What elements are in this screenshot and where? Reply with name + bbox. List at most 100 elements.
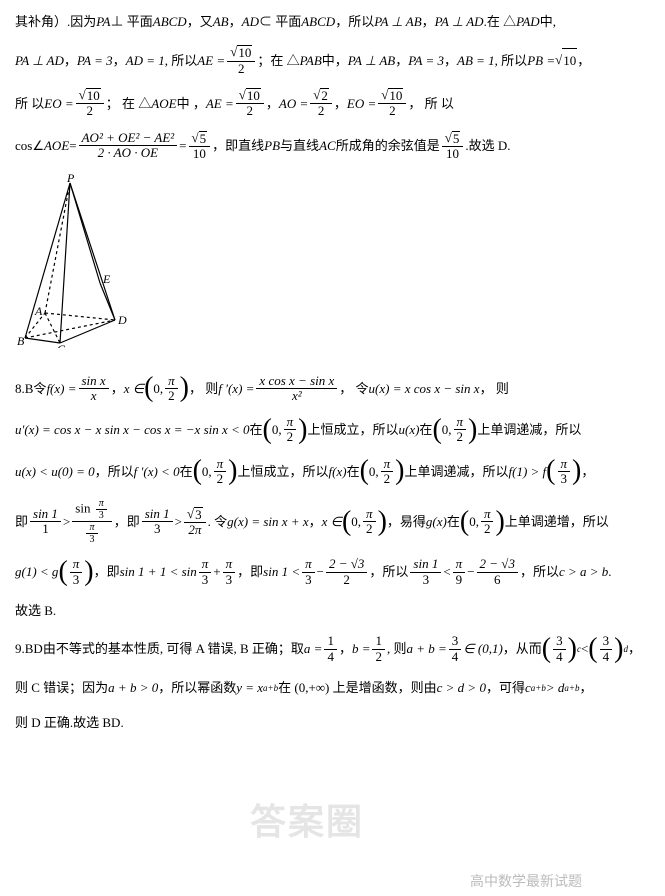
t: c > a > b: [559, 560, 608, 583]
t: 所 以: [15, 92, 44, 115]
t: > d: [546, 676, 565, 699]
t: ， 则: [189, 377, 218, 400]
paren: (: [360, 460, 369, 482]
t: ，所以: [369, 560, 408, 583]
frac: 22: [310, 88, 332, 119]
frac: 2 − √32: [326, 557, 367, 587]
frac: 102: [236, 88, 264, 119]
frac: AO² + OE² − AE²2 · AO · OE: [79, 131, 178, 161]
frac: 102: [76, 88, 104, 119]
t: EO =: [347, 92, 376, 115]
watermark-sub: 高中数学最新试题: [470, 870, 582, 895]
t: ， 则: [480, 377, 509, 400]
frac: 510: [442, 131, 464, 162]
frac: 10 2: [227, 45, 255, 76]
frac: 32π: [184, 507, 206, 538]
t: u(x) = x cos x − sin x: [369, 377, 480, 400]
t: 令: [33, 377, 46, 400]
t: g(x): [426, 510, 447, 533]
t: ，: [339, 637, 352, 660]
t: ，: [422, 10, 435, 33]
svg-text:C: C: [57, 342, 66, 348]
t: 故选 B.: [15, 599, 56, 622]
t: ，: [444, 49, 457, 72]
t: <: [581, 637, 588, 660]
paren: (: [263, 419, 272, 441]
t: f(1) > f: [509, 460, 547, 483]
t: PA ⊥ AD: [15, 49, 64, 72]
t: ，从而: [503, 637, 542, 660]
t: ⊥ 平面: [110, 10, 152, 33]
paren: ): [84, 561, 93, 583]
t: ，: [581, 460, 594, 483]
t: 上恒成立，所以: [307, 418, 398, 441]
t: .: [608, 560, 611, 583]
t: PA ⊥ AD: [435, 10, 484, 33]
svg-text:A: A: [34, 304, 43, 318]
t: 上单调递减，所以: [405, 460, 509, 483]
t: 上单调递减，所以: [477, 418, 581, 441]
frac: sin xx: [79, 374, 109, 404]
frac: 12: [372, 634, 385, 664]
t: ； 在 △: [106, 92, 152, 115]
t: ，所以: [335, 10, 374, 33]
t: −: [467, 560, 474, 583]
t: 所成角的余弦值是: [336, 134, 440, 157]
paren: (: [432, 419, 441, 441]
t: ，: [113, 49, 126, 72]
t: ， 所 以: [408, 92, 454, 115]
frac: 34: [449, 634, 462, 664]
t: >: [63, 510, 70, 533]
paren: ): [468, 419, 477, 441]
t: ，: [334, 92, 347, 115]
t: 在: [447, 510, 460, 533]
q8-line3: u(x) < u(0) = 0 ，所以 f ′(x) < 0 在 (0, π2 …: [15, 457, 650, 487]
frac: 510: [189, 131, 211, 162]
t: ，即: [114, 510, 140, 533]
t: g(x) = sin x + x: [227, 510, 308, 533]
sup: a+b: [263, 680, 278, 696]
t: ABCD: [153, 10, 187, 33]
paren: ): [495, 511, 504, 533]
q8-line4: 即 sin 11 > sin π3 π3 ，即 sin 13 > 32π . 令…: [15, 498, 650, 545]
t: b =: [352, 637, 371, 660]
t: ， 令: [339, 377, 368, 400]
t: 在: [419, 418, 432, 441]
paren: ): [378, 511, 387, 533]
t: 中,: [540, 10, 556, 33]
paren: (: [144, 377, 153, 399]
t: PB: [264, 134, 280, 157]
q9-line1: 9.BD 由不等式的基本性质, 可得 A 错误, B 正确；取 a = 14 ，…: [15, 634, 650, 664]
t: =: [179, 134, 186, 157]
t: ，又: [187, 10, 213, 33]
t: f ′(x) =: [218, 377, 254, 400]
paren: (: [460, 511, 469, 533]
t: x ∈: [124, 377, 144, 400]
t: , 所以: [495, 49, 528, 72]
t: ，: [309, 510, 322, 533]
t: 上恒成立，所以: [238, 460, 329, 483]
t: ，所以: [520, 560, 559, 583]
t: PA: [96, 10, 110, 33]
t: ∈ (0,1): [463, 637, 502, 660]
q8-line1: 8.B 令 f(x) = sin xx ， x ∈ (0, π2 ) ， 则 f…: [15, 374, 650, 404]
q9-line2: 则 C 错误；因为 a + b > 0 ，所以幂函数 y = xa+b 在 (0…: [15, 676, 650, 699]
t: >: [175, 510, 182, 533]
frac: π3: [558, 457, 571, 487]
t: ，即直线: [212, 134, 264, 157]
frac: π2: [481, 507, 494, 537]
t: −: [317, 560, 324, 583]
t: ，所以: [95, 460, 134, 483]
t: u(x) < u(0) = 0: [15, 460, 95, 483]
frac: 2 − √36: [477, 557, 518, 587]
frac: sin π3 π3: [72, 498, 111, 545]
t: AOE: [44, 134, 69, 157]
paren: ): [180, 377, 189, 399]
t: sin 1 + 1 < sin: [120, 560, 197, 583]
paren: (: [342, 511, 351, 533]
t: PA ⊥ AB: [348, 49, 395, 72]
t: c > d > 0: [437, 676, 486, 699]
para-2: PA ⊥ AD ， PA = 3 ， AD = 1 , 所以 AE = 10 2…: [15, 45, 650, 76]
frac: π2: [454, 415, 467, 445]
t: f ′(x) < 0: [134, 460, 180, 483]
